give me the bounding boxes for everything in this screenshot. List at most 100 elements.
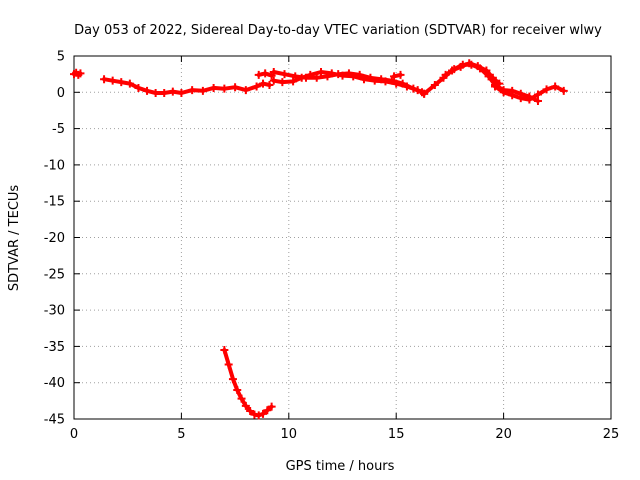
- data-point: [525, 95, 534, 104]
- y-tick-label: -15: [44, 195, 65, 210]
- grid: [74, 56, 611, 419]
- series-line: [443, 62, 540, 103]
- data-point: [301, 73, 310, 82]
- data-point: [551, 82, 560, 91]
- data-point: [134, 83, 143, 92]
- data-point: [254, 70, 263, 79]
- data-point: [241, 86, 250, 95]
- data-point: [355, 70, 364, 79]
- y-tick-label: 5: [57, 50, 65, 65]
- data-point: [220, 346, 229, 355]
- data-point: [224, 360, 233, 369]
- data-point: [125, 79, 134, 88]
- series-arc-6: [390, 70, 405, 81]
- data-point: [220, 84, 229, 93]
- data-point: [209, 83, 218, 92]
- data-point: [143, 86, 152, 95]
- data-point: [289, 77, 298, 86]
- data-point: [177, 89, 186, 98]
- y-tick-label: -30: [44, 304, 65, 319]
- data-point: [259, 79, 268, 88]
- data-point: [100, 75, 109, 84]
- data-point: [241, 401, 250, 410]
- data-point: [265, 81, 274, 90]
- data-point: [280, 70, 289, 79]
- series-arc-9: [491, 82, 568, 104]
- y-tick-label: -45: [44, 413, 65, 428]
- x-axis-label: GPS time / hours: [286, 459, 395, 474]
- data-point: [542, 85, 551, 94]
- data-point: [291, 72, 300, 81]
- data-point: [269, 67, 278, 76]
- data-point: [559, 86, 568, 95]
- data-point: [117, 78, 126, 87]
- data-point: [475, 64, 484, 73]
- data-point: [409, 84, 418, 93]
- y-tick-label: 0: [57, 86, 65, 101]
- data-point: [387, 76, 396, 85]
- x-tick-label: 10: [281, 427, 298, 442]
- data-point: [390, 72, 399, 81]
- data-point: [263, 406, 272, 415]
- axis-ticks: 0 5 10 15 20 25 5 0 -5 -10 -15 -20 -25 -30 -35 -40 -45: [44, 50, 620, 443]
- data-point: [533, 90, 542, 99]
- chart-title: Day 053 of 2022, Sidereal Day-to-day VTE…: [74, 23, 602, 38]
- data-point: [484, 72, 493, 81]
- data-point: [259, 409, 268, 418]
- data-point: [508, 91, 517, 100]
- data-point: [261, 69, 270, 78]
- series-arc-1: [70, 68, 85, 79]
- data-point: [76, 69, 85, 78]
- data-point: [237, 394, 246, 403]
- data-point: [168, 87, 177, 96]
- data-point: [317, 67, 326, 76]
- series-arc-10: [220, 346, 276, 420]
- data-series: [70, 59, 568, 420]
- y-tick-label: -5: [52, 122, 65, 137]
- data-point: [398, 79, 407, 88]
- y-tick-label: -40: [44, 376, 65, 391]
- y-tick-label: -25: [44, 267, 65, 282]
- y-tick-label: -20: [44, 231, 65, 246]
- data-point: [151, 89, 160, 98]
- data-point: [246, 407, 255, 416]
- y-tick-label: -10: [44, 158, 65, 173]
- x-tick-label: 5: [177, 427, 185, 442]
- data-point: [278, 78, 287, 87]
- data-point: [441, 70, 450, 79]
- data-point: [366, 73, 375, 82]
- data-point: [188, 86, 197, 95]
- y-tick-label: -35: [44, 340, 65, 355]
- series-arc-5: [269, 67, 426, 97]
- data-point: [467, 60, 476, 69]
- data-point: [160, 89, 169, 98]
- series-arc-3: [254, 69, 276, 80]
- data-point: [254, 411, 263, 420]
- data-point: [231, 83, 240, 92]
- y-axis-label: SDTVAR / TECUs: [7, 185, 22, 292]
- data-point: [108, 76, 117, 85]
- data-point: [312, 73, 321, 82]
- data-point: [334, 70, 343, 79]
- data-point: [516, 94, 525, 103]
- data-point: [377, 75, 386, 84]
- data-point: [430, 81, 439, 90]
- data-point: [458, 60, 467, 69]
- data-point: [420, 89, 429, 98]
- data-point: [323, 72, 332, 81]
- data-point: [450, 65, 459, 74]
- x-tick-label: 25: [603, 427, 620, 442]
- data-point: [344, 69, 353, 78]
- data-point: [198, 86, 207, 95]
- data-point: [228, 375, 237, 384]
- data-point: [491, 82, 500, 91]
- data-point: [396, 70, 405, 79]
- data-point: [233, 385, 242, 394]
- x-tick-label: 0: [70, 427, 78, 442]
- data-point: [499, 88, 508, 97]
- data-point: [252, 82, 261, 91]
- x-tick-label: 20: [495, 427, 512, 442]
- data-point: [269, 76, 278, 85]
- data-point: [267, 402, 276, 411]
